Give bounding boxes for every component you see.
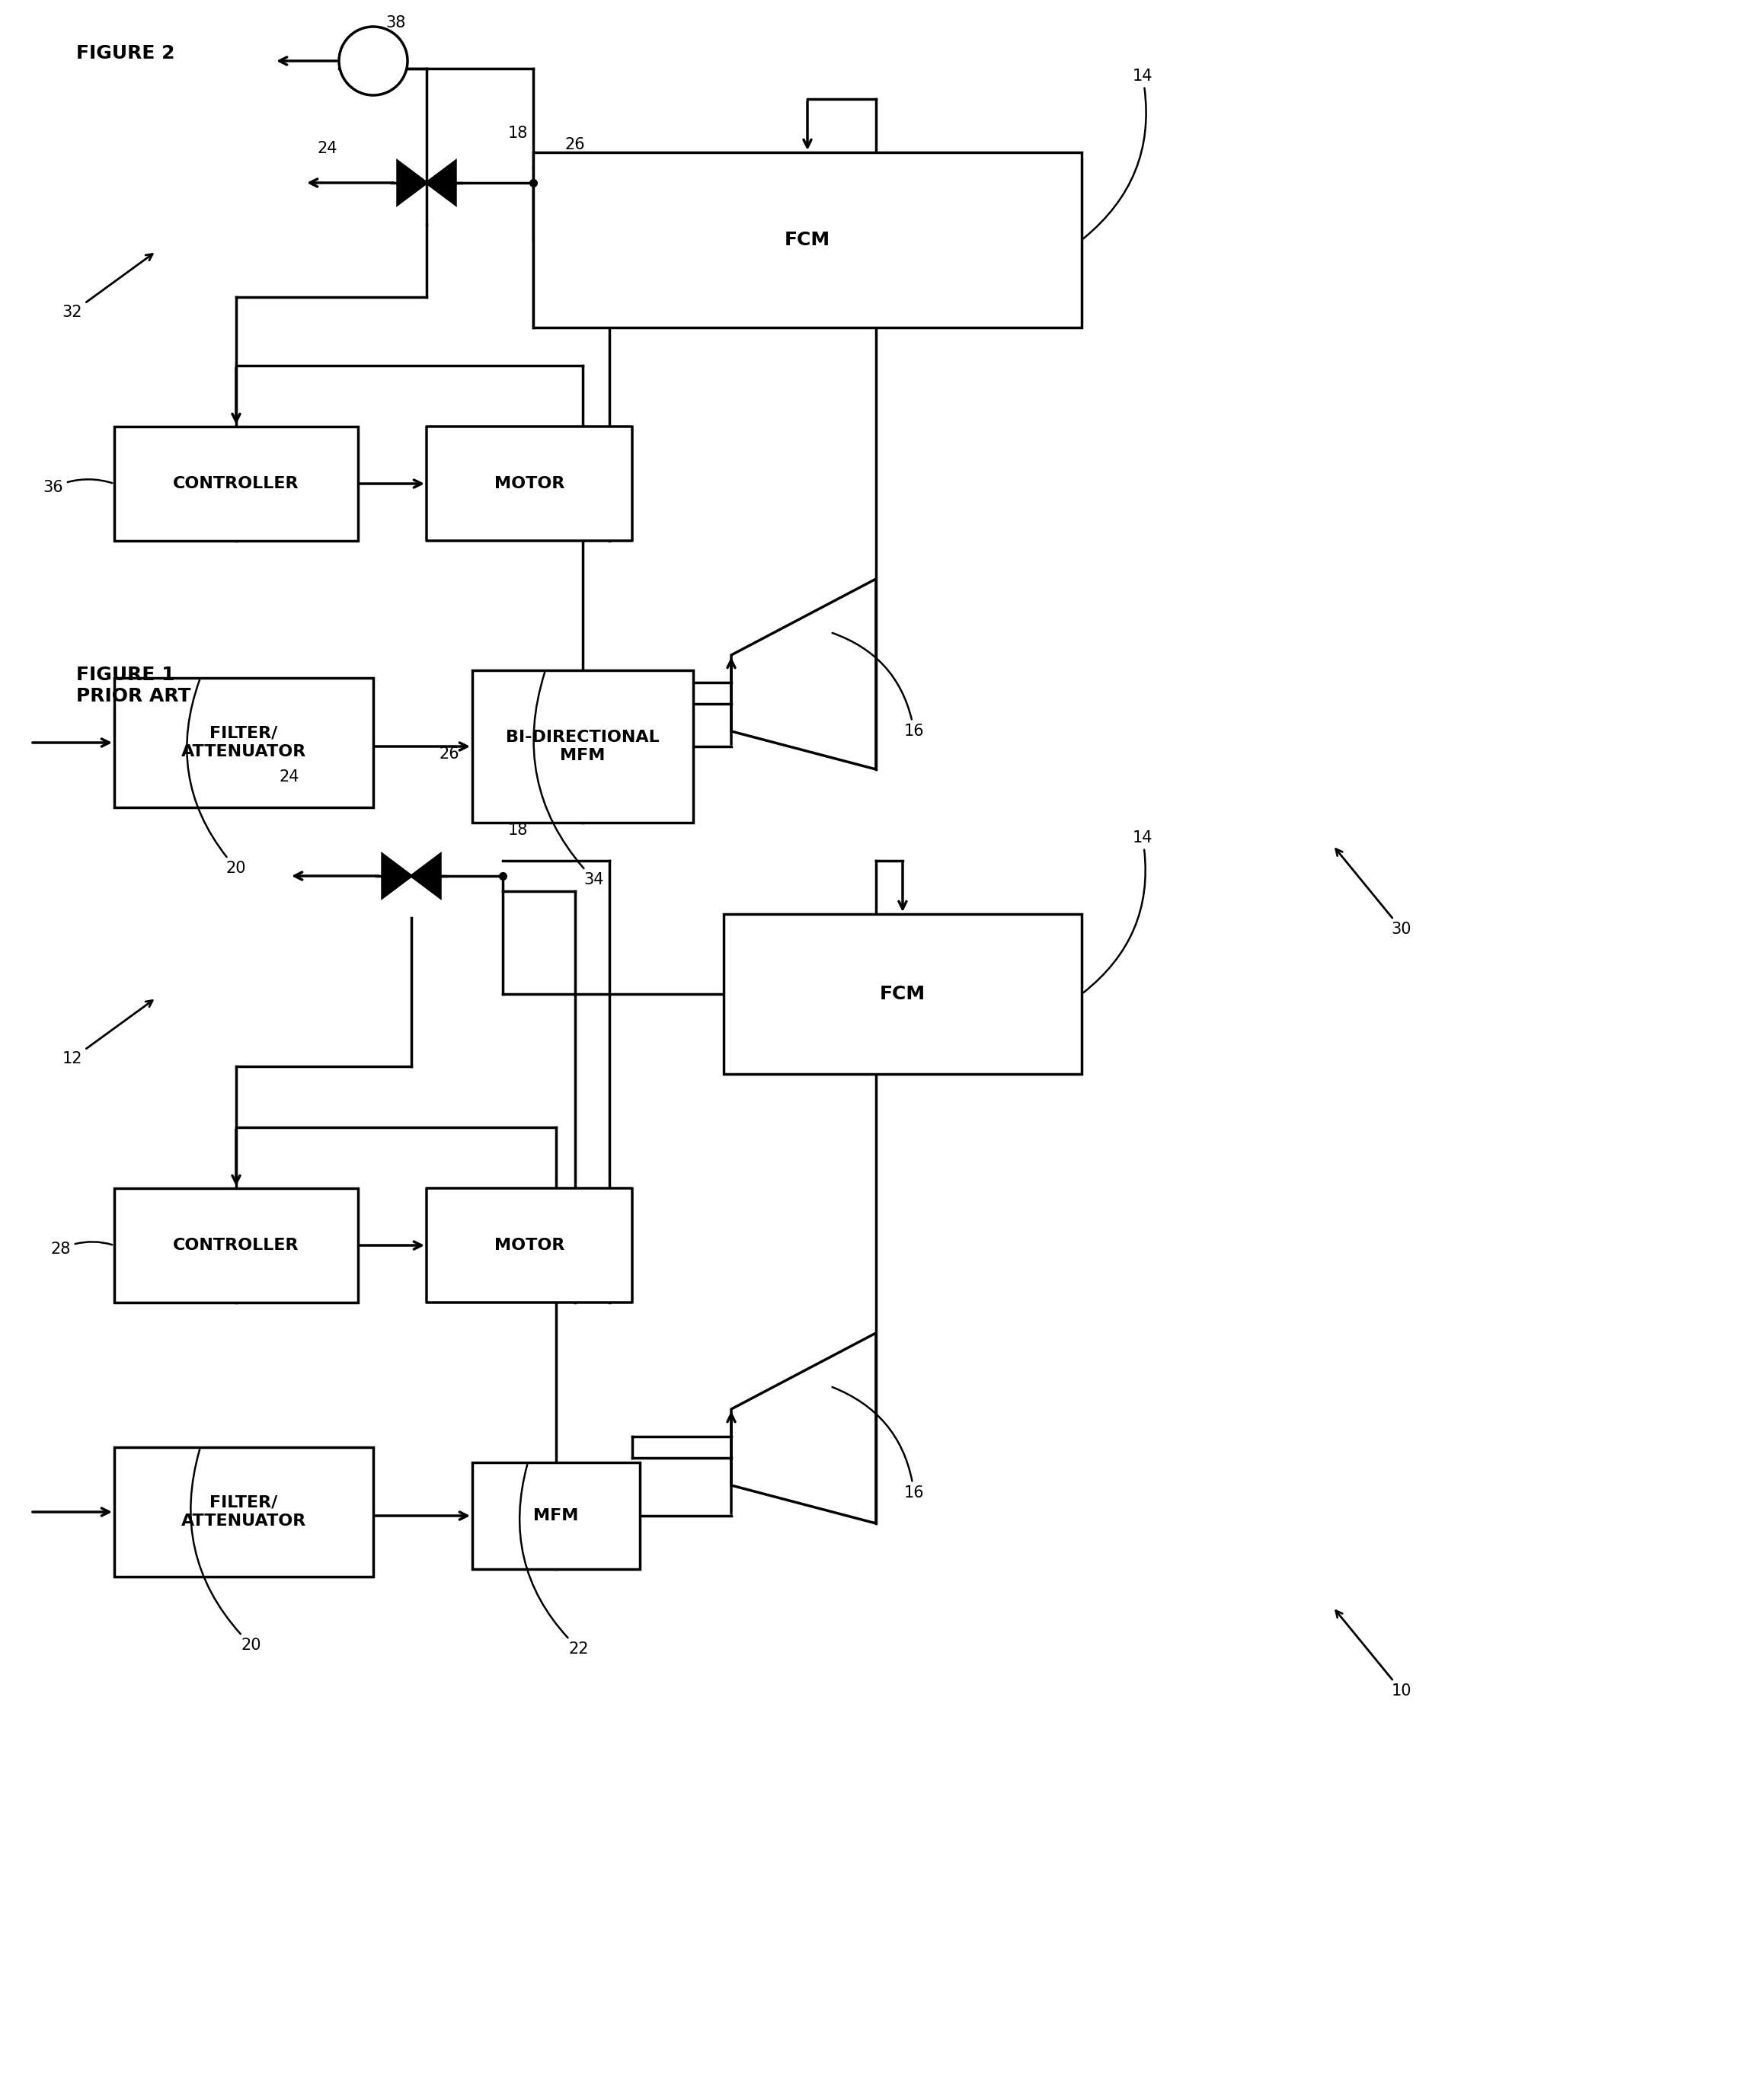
Text: 36: 36 <box>43 479 113 496</box>
Text: MFM: MFM <box>534 1508 579 1522</box>
Text: 24: 24 <box>318 141 337 155</box>
Text: 16: 16 <box>833 632 923 739</box>
Polygon shape <box>730 580 876 769</box>
Text: 14: 14 <box>1083 830 1153 993</box>
Text: 24: 24 <box>280 769 299 785</box>
Text: FCM: FCM <box>880 985 925 1004</box>
Text: 20: 20 <box>191 1449 261 1653</box>
FancyBboxPatch shape <box>723 914 1082 1073</box>
FancyBboxPatch shape <box>534 153 1082 328</box>
Text: CONTROLLER: CONTROLLER <box>174 477 299 491</box>
Text: MOTOR: MOTOR <box>494 477 565 491</box>
Polygon shape <box>383 855 412 897</box>
Text: FCM: FCM <box>784 231 830 250</box>
Text: MOTOR: MOTOR <box>494 1237 565 1254</box>
FancyBboxPatch shape <box>473 1462 640 1569</box>
FancyBboxPatch shape <box>115 1189 358 1302</box>
FancyBboxPatch shape <box>426 426 633 542</box>
Text: FIGURE 2: FIGURE 2 <box>77 44 176 63</box>
Text: 32: 32 <box>63 254 153 319</box>
Text: FILTER/
ATTENUATOR: FILTER/ ATTENUATOR <box>181 727 306 760</box>
Text: 18: 18 <box>508 823 529 838</box>
Text: 12: 12 <box>63 1000 153 1067</box>
Text: BI-DIRECTIONAL
MFM: BI-DIRECTIONAL MFM <box>506 729 659 764</box>
Text: 18: 18 <box>508 126 529 141</box>
Circle shape <box>339 27 407 94</box>
FancyBboxPatch shape <box>115 1447 374 1577</box>
FancyBboxPatch shape <box>115 426 358 542</box>
Text: 22: 22 <box>520 1464 590 1657</box>
Polygon shape <box>730 1333 876 1522</box>
Polygon shape <box>426 162 456 204</box>
Polygon shape <box>398 162 426 204</box>
Polygon shape <box>412 855 440 897</box>
Text: 28: 28 <box>50 1241 113 1256</box>
Text: FIGURE 1
PRIOR ART: FIGURE 1 PRIOR ART <box>77 666 191 706</box>
Text: 26: 26 <box>440 745 459 762</box>
Text: 26: 26 <box>565 136 586 153</box>
Text: 14: 14 <box>1083 69 1153 239</box>
Text: CONTROLLER: CONTROLLER <box>174 1237 299 1254</box>
FancyBboxPatch shape <box>426 1189 633 1302</box>
Text: 30: 30 <box>1336 848 1412 937</box>
FancyBboxPatch shape <box>115 678 374 806</box>
Text: 16: 16 <box>833 1388 923 1502</box>
Text: FILTER/
ATTENUATOR: FILTER/ ATTENUATOR <box>181 1495 306 1529</box>
Text: 20: 20 <box>186 680 247 876</box>
FancyBboxPatch shape <box>473 670 694 823</box>
Text: 38: 38 <box>386 15 407 32</box>
Text: 34: 34 <box>534 672 603 888</box>
Text: 10: 10 <box>1336 1611 1412 1699</box>
